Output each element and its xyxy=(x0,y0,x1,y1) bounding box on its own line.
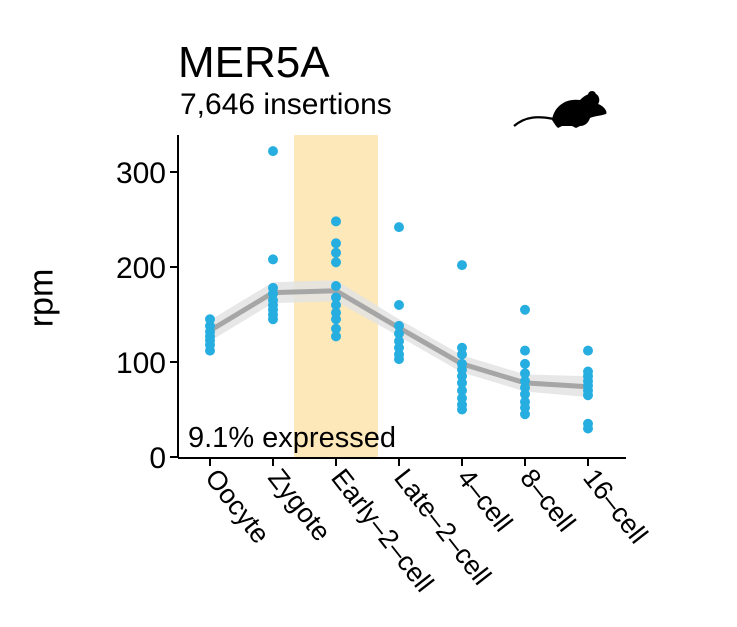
data-point xyxy=(394,328,404,339)
data-point xyxy=(331,257,341,268)
data-point xyxy=(457,377,467,388)
data-point xyxy=(331,323,341,334)
data-point xyxy=(457,260,467,271)
y-ticks: 0 100 200 300 xyxy=(116,157,178,475)
data-point xyxy=(394,354,404,365)
x-tick-label: 8–cell xyxy=(514,463,581,537)
y-tick-label: 100 xyxy=(116,347,166,380)
data-point xyxy=(331,281,341,291)
data-point xyxy=(457,404,467,415)
data-point xyxy=(520,345,530,356)
x-tick-label: 16–cell xyxy=(577,463,653,549)
x-tick-label: Zygote xyxy=(262,463,336,547)
data-point xyxy=(583,423,593,434)
data-point xyxy=(394,300,404,310)
data-point xyxy=(268,254,278,265)
chart-subtitle: 7,646 insertions xyxy=(180,88,392,121)
mouse-icon xyxy=(512,86,612,139)
data-point xyxy=(331,247,341,258)
data-point xyxy=(268,146,278,157)
data-point xyxy=(394,320,404,331)
data-point xyxy=(520,304,530,315)
data-point xyxy=(205,345,215,356)
data-point xyxy=(457,349,467,360)
y-tick-label: 300 xyxy=(116,157,166,190)
data-point xyxy=(268,314,278,325)
data-point xyxy=(331,314,341,325)
data-point xyxy=(520,409,530,420)
data-point xyxy=(583,345,593,356)
data-point xyxy=(331,292,341,303)
data-point xyxy=(520,358,530,369)
y-tick-label: 0 xyxy=(149,442,166,475)
data-point xyxy=(331,216,341,227)
x-ticks: OocyteZygoteEarly–2–cellLate–2–cell4–cel… xyxy=(199,458,654,598)
data-point xyxy=(583,390,593,401)
data-point xyxy=(331,331,341,342)
data-point xyxy=(331,300,341,310)
y-tick-label: 200 xyxy=(116,252,166,285)
data-point xyxy=(457,385,467,396)
data-point xyxy=(394,222,404,233)
expressed-annotation: 9.1% expressed xyxy=(188,422,396,454)
data-point xyxy=(520,368,530,379)
data-points xyxy=(205,146,593,434)
chart-title: MER5A xyxy=(178,38,330,87)
data-point xyxy=(520,389,530,400)
x-tick-label: Oocyte xyxy=(199,463,275,549)
data-point xyxy=(331,238,341,249)
confidence-band xyxy=(210,280,588,398)
